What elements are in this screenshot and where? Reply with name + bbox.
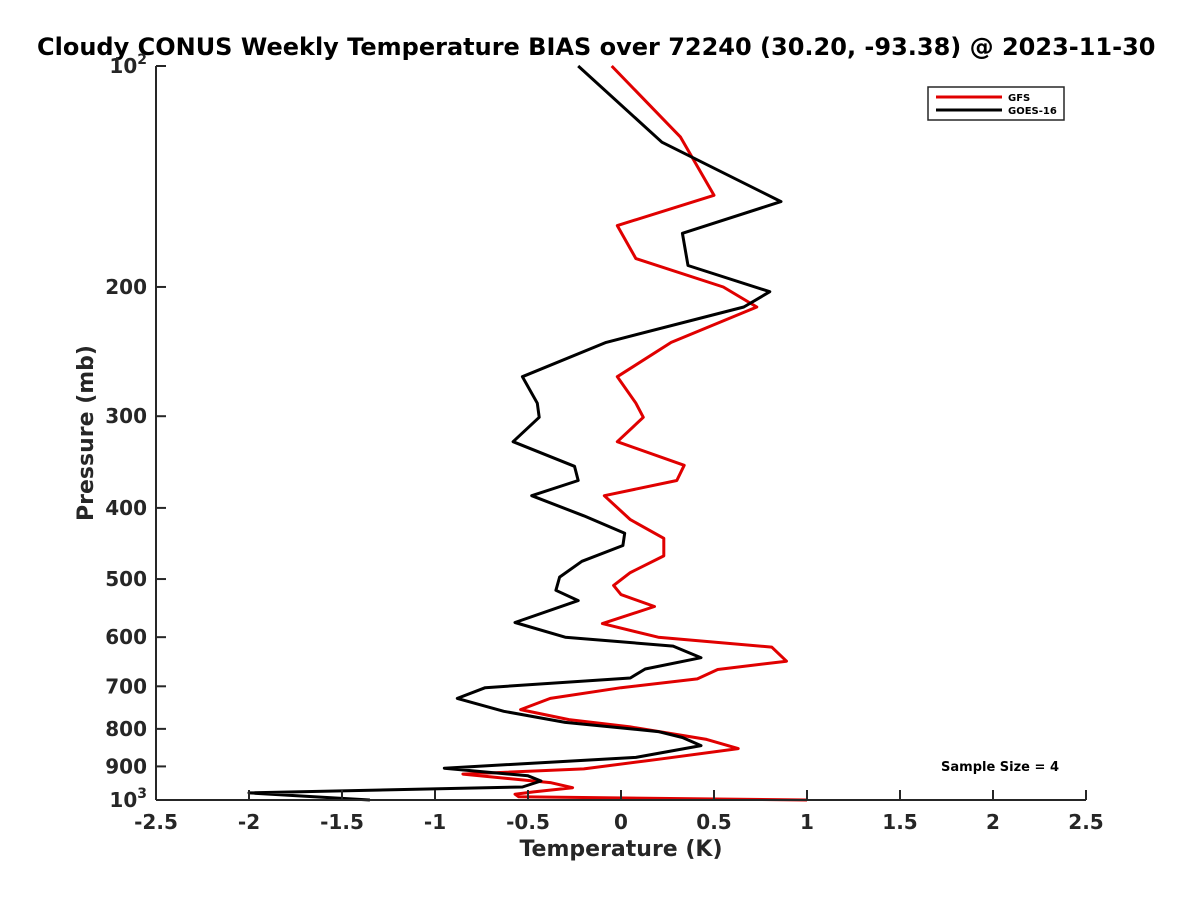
x-axis-label: Temperature (K) [519,837,722,862]
legend-label-1: GOES-16 [1008,106,1057,117]
x-tick-label: 2.5 [1068,810,1103,834]
y-tick-label: 700 [105,674,147,698]
y-tick-label: 400 [105,496,147,520]
legend-label-0: GFS [1008,93,1030,104]
axes [155,66,1086,801]
y-tick-label: 103 [109,786,147,812]
y-tick-label: 500 [105,567,147,591]
y-axis-ticks: 102 200 300 400 500 600 700 800 900 103 [105,52,166,812]
y-tick-label: 200 [105,275,147,299]
x-tick-label: -1 [424,810,446,834]
x-tick-label: -2 [238,810,260,834]
chart-title: Cloudy CONUS Weekly Temperature BIAS ove… [37,33,1155,61]
y-tick-label: 300 [105,404,147,428]
x-tick-label: -0.5 [506,810,550,834]
x-tick-label: -2.5 [134,810,178,834]
x-tick-label: 1.5 [882,810,917,834]
y-tick-label: 600 [105,625,147,649]
legend-box [927,86,1065,121]
x-tick-label: 0 [614,810,628,834]
y-tick-label: 800 [105,717,147,741]
series-line-1 [247,64,783,802]
series-line-0 [461,64,808,802]
x-axis-ticks: -2.5 -2 -1.5 -1 -0.5 0 0.5 1 1.5 2 2.5 [134,790,1104,834]
x-tick-label: 0.5 [696,810,731,834]
y-tick-label: 102 [109,52,147,78]
y-axis-label: Pressure (mb) [74,345,99,521]
y-tick-label: 900 [105,754,147,778]
sample-size-note: Sample Size = 4 [941,760,1059,775]
plot-lines [247,64,808,802]
x-tick-label: -1.5 [320,810,364,834]
x-tick-label: 1 [800,810,814,834]
x-tick-label: 2 [986,810,1000,834]
legend: GFS GOES-16 [927,86,1065,121]
